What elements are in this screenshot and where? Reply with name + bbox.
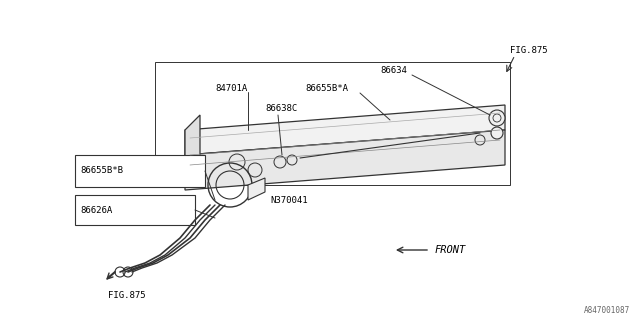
Bar	[75, 155, 205, 187]
Circle shape	[491, 127, 503, 139]
Text: 84701A: 84701A	[215, 84, 247, 92]
Bar	[75, 195, 195, 225]
Text: FIG.875: FIG.875	[108, 291, 146, 300]
Polygon shape	[185, 105, 505, 155]
Text: N370041: N370041	[270, 196, 308, 204]
Circle shape	[489, 110, 505, 126]
Text: 86626A: 86626A	[80, 205, 112, 214]
Text: 86655B*B: 86655B*B	[80, 165, 123, 174]
Text: FIG.875: FIG.875	[510, 45, 548, 54]
Polygon shape	[185, 130, 505, 190]
Text: 86638C: 86638C	[265, 103, 297, 113]
Polygon shape	[185, 115, 200, 170]
Text: 86655B*A: 86655B*A	[305, 84, 348, 92]
Polygon shape	[248, 178, 265, 200]
Text: A847001087: A847001087	[584, 306, 630, 315]
Text: FRONT: FRONT	[435, 245, 467, 255]
Text: 86634: 86634	[380, 66, 407, 75]
